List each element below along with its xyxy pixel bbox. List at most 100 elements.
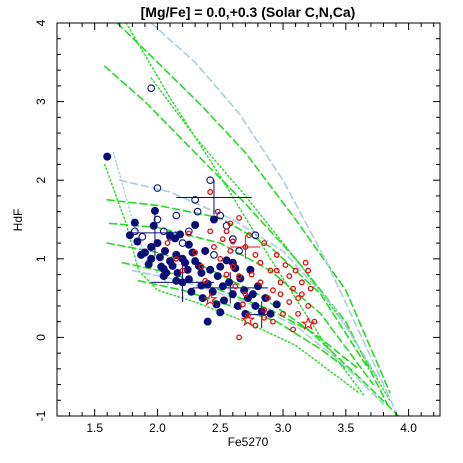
data-point-red [261,314,268,321]
x-axis: 1.5 2.0 2.5 3.0 3.5 4.0 [69,23,435,435]
data-point-filled [203,279,212,288]
data-point-open [206,176,215,185]
data-point-filled [133,237,142,246]
data-point-filled [155,253,164,262]
data-point-red [227,220,234,227]
data-point-red [229,238,236,245]
data-point-filled [251,301,260,310]
model-line [150,23,397,413]
data-point-filled [173,268,182,277]
data-point-red [214,208,221,215]
data-point-red [257,279,264,286]
data-point-red [223,271,230,278]
data-point-filled [218,282,227,291]
data-point-filled [197,268,206,277]
data-point-red [219,236,226,243]
data-point-filled [216,308,225,317]
data-point-star [202,292,218,306]
data-point-red [292,267,299,274]
data-point-red [261,240,268,247]
data-point-open [235,247,243,255]
data-point-red [198,263,205,270]
data-point-red [295,295,302,302]
data-point-red [185,230,192,237]
data-point-red [202,277,209,284]
data-point-red [252,251,259,258]
y-tick-label: 4 [34,19,48,26]
data-point-filled [103,152,112,161]
data-point-filled [209,215,218,224]
data-point-filled [172,276,181,285]
x-tick-label: 3.0 [275,421,292,435]
data-point-red [223,228,230,235]
data-point-filled [183,265,192,274]
y-tick-label: 3 [34,98,48,105]
data-point-red [217,255,224,262]
data-point-red [290,326,297,333]
data-point-filled [153,239,162,248]
data-point-red [211,244,217,250]
chart-title: [Mg/Fe] = 0.0,+0.3 (Solar C,N,Ca) [141,4,356,20]
data-point-filled [178,278,187,287]
data-point-open [178,239,187,247]
data-point-red [265,295,271,302]
data-point-filled [140,248,149,257]
y-tick-label: 1 [34,255,48,262]
y-tick-label: 2 [34,177,48,184]
data-point-filled [160,246,169,255]
data-point-red [273,267,280,274]
data-point-filled [176,230,185,239]
data-point-filled [150,206,159,215]
data-point-red [273,251,280,258]
data-point-red [298,291,305,298]
model-line [150,77,391,401]
data-point-red [270,287,276,294]
data-point-open [185,227,193,236]
data-point-open [166,232,174,241]
data-point-filled [187,287,196,296]
data-point-filled [233,301,242,310]
data-point-red [267,267,274,274]
data-point-red [242,244,249,250]
data-point-filled [130,218,139,227]
data-point-red [280,310,286,317]
data-point-red [164,240,171,247]
x-tick-label: 3.5 [337,421,354,435]
data-point-filled [272,300,281,309]
data-point-filled [266,309,275,318]
data-point-red [277,279,284,286]
x-tick-label: 2.0 [149,421,166,435]
data-point-open [210,251,218,259]
data-point-red [236,273,243,280]
data-point-open [228,235,237,243]
data-point-filled [228,290,237,299]
data-point-filled [184,240,193,249]
data-point-filled [248,290,257,299]
data-point-red [302,259,309,266]
y-axis: -1 0 1 2 3 4 [34,19,440,421]
data-point-red [236,334,243,341]
data-point-red [236,214,243,221]
data-point-red [305,303,312,309]
data-point-red [229,263,236,270]
model-line [137,279,353,374]
points-layer [103,84,318,341]
data-point-open [193,207,202,216]
data-point-filled [257,307,266,316]
data-point-filled [147,243,156,252]
data-point-open [172,211,181,220]
data-point-filled [166,231,175,240]
data-point-filled [147,254,156,263]
data-point-star [300,316,316,331]
model-line [108,222,375,386]
data-point-red [248,271,255,278]
data-point-red [270,318,276,325]
model-line [106,199,370,370]
data-point-red [290,285,297,292]
x-tick-label: 4.0 [400,421,417,435]
data-point-filled [228,258,237,267]
x-axis-label: Fe5270 [228,435,269,449]
data-point-filled [168,261,177,270]
model-line [116,23,391,394]
